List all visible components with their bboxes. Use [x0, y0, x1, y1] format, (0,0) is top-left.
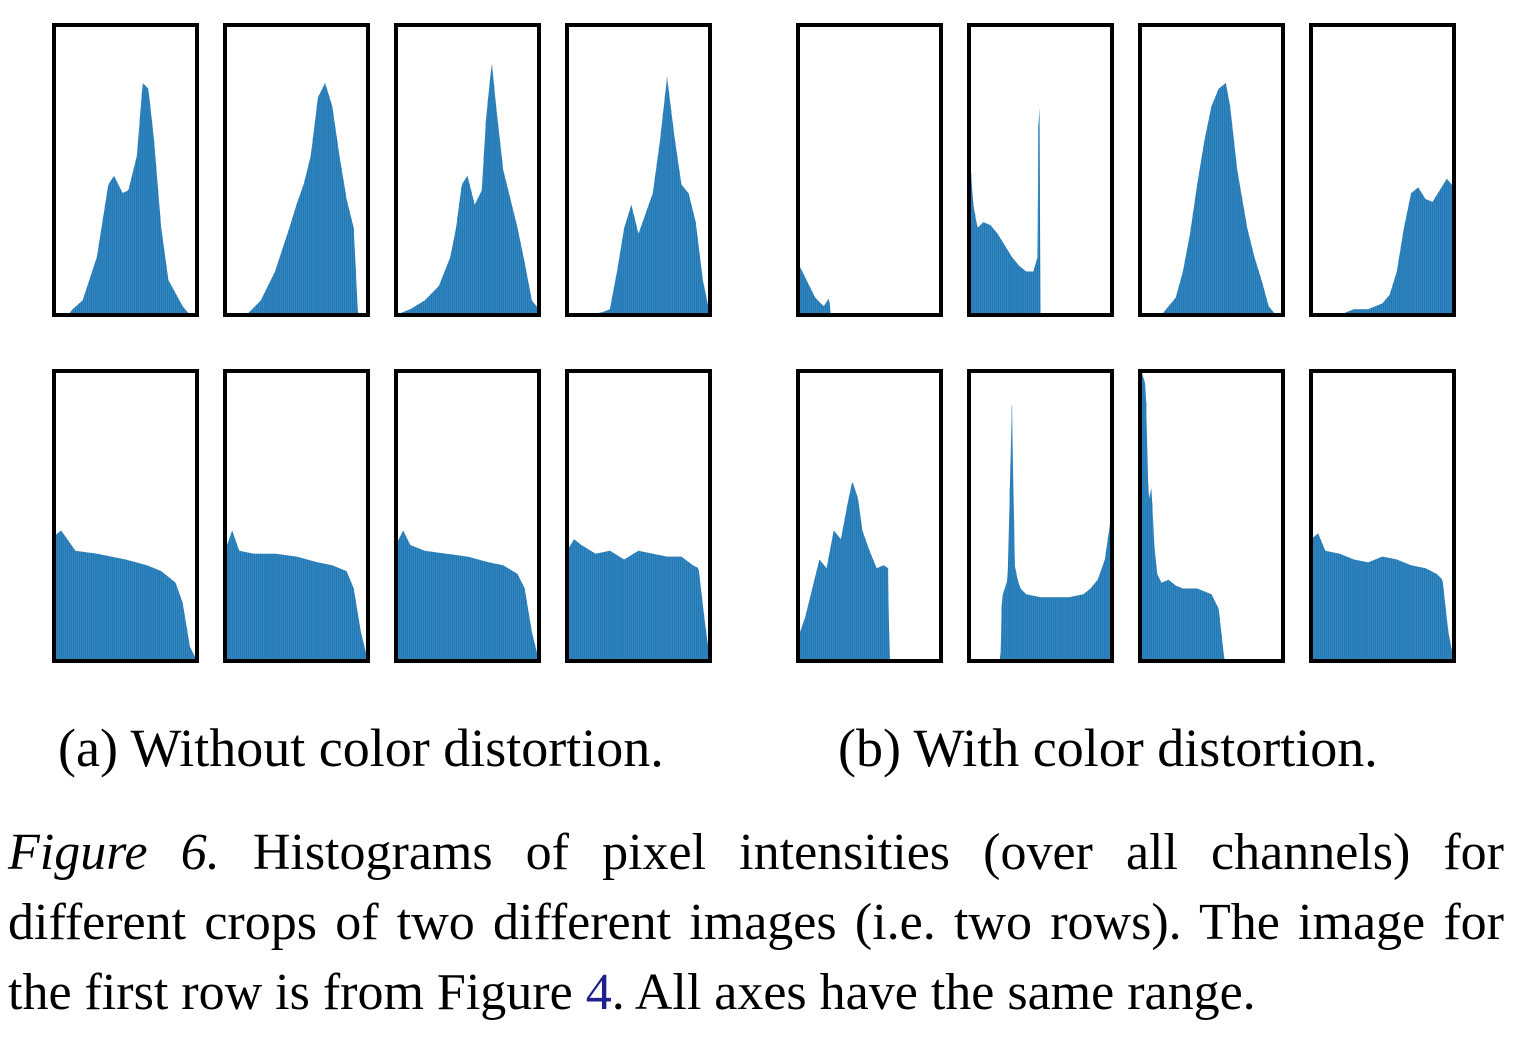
histogram-bars: [969, 107, 1112, 315]
histogram-bars: [567, 77, 710, 315]
histogram-b-r2-c1: [796, 369, 943, 663]
histogram-bars: [969, 405, 1112, 661]
histogram-b-r1-c1: [796, 23, 943, 317]
caption-text-2: . All axes have the same range.: [611, 964, 1256, 1021]
subcaption-b: (b) With color distortion.: [838, 718, 1378, 778]
axes-frame: [565, 23, 712, 317]
axes-frame: [1138, 369, 1285, 663]
histogram-grid: [52, 23, 1456, 663]
figure-reference-link[interactable]: 4: [585, 964, 612, 1021]
histogram-a-r2-c1: [52, 369, 199, 663]
histogram-a-r2-c3: [394, 369, 541, 663]
axes-frame: [394, 369, 541, 663]
subcaption-a: (a) Without color distortion.: [58, 718, 664, 778]
axes-frame: [394, 23, 541, 317]
histogram-b-r1-c4: [1309, 23, 1456, 317]
axes-frame: [967, 23, 1114, 317]
axes-frame: [796, 369, 943, 663]
figure-label: Figure 6.: [8, 824, 220, 881]
histogram-a-r1-c1: [52, 23, 199, 317]
axes-frame: [796, 23, 943, 317]
caption-text-1: Histograms of pixel intensities (over al…: [8, 824, 1505, 1021]
histogram-bars: [1311, 178, 1454, 315]
histogram-b-r2-c4: [1309, 369, 1456, 663]
histogram-bars: [1140, 373, 1283, 661]
axes-frame: [1309, 23, 1456, 317]
histogram-a-r2-c2: [223, 369, 370, 663]
axes-frame: [1309, 369, 1456, 663]
histogram-a-r2-c4: [565, 369, 712, 663]
axes-frame: [967, 369, 1114, 663]
axes-frame: [52, 369, 199, 663]
axes-frame: [223, 23, 370, 317]
axes-frame: [223, 369, 370, 663]
histogram-bars: [798, 262, 941, 315]
axes-frame: [565, 369, 712, 663]
axes-frame: [1138, 23, 1285, 317]
histogram-a-r1-c3: [394, 23, 541, 317]
histogram-a-r1-c4: [565, 23, 712, 317]
histogram-b-r2-c2: [967, 369, 1114, 663]
histogram-b-r1-c3: [1138, 23, 1285, 317]
histogram-b-r2-c3: [1138, 369, 1285, 663]
axes-frame: [52, 23, 199, 317]
histogram-bars: [225, 83, 368, 315]
histogram-a-r1-c2: [223, 23, 370, 317]
figure-caption: Figure 6. Histograms of pixel intensitie…: [8, 818, 1504, 1028]
histogram-b-r1-c2: [967, 23, 1114, 317]
